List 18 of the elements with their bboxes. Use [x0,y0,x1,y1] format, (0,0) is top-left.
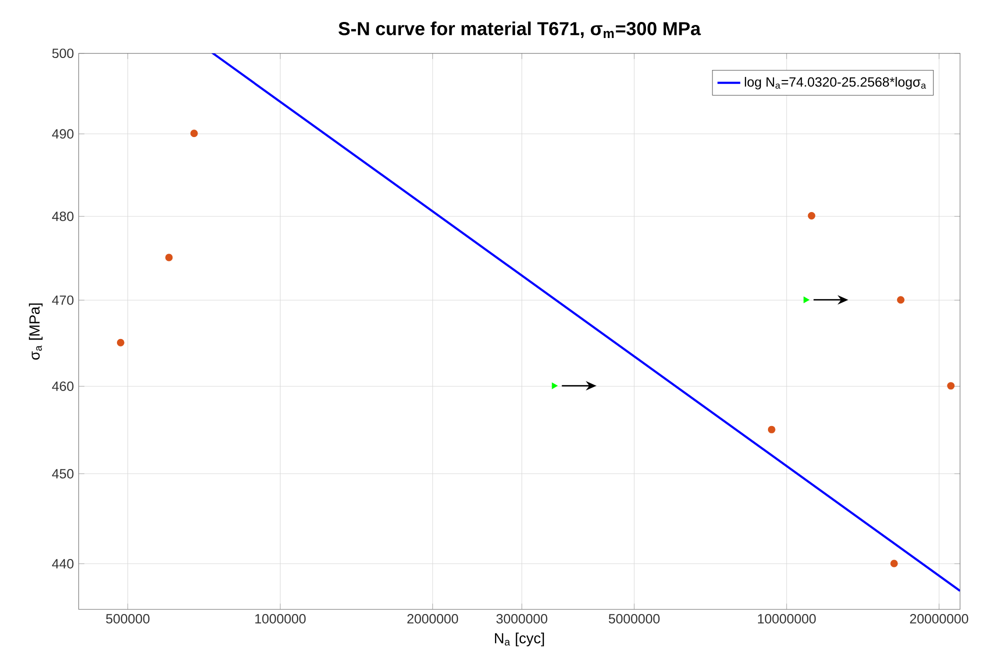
y-tick-label: 460 [52,382,74,391]
x-tick-label: 1000000 [255,614,306,624]
x-axis-title: N$_{a}$ [cyc] [494,632,544,646]
x-tick-label: 10000000 [758,614,816,624]
x-tick-label: 20000000 [910,614,968,624]
y-tick-label: 490 [52,129,74,139]
y-axis-title: σ$_{a}$ [MPa] [28,303,43,360]
chart-title: S-N curve for material T671, σ$_{m}$=300 MPa [338,22,701,38]
legend-label: log N$_{a}$=74.0320-25.2568*logσ$_{a}$ [744,76,926,90]
y-tick-label: 440 [52,559,74,568]
y-tick-label: 480 [52,212,74,222]
x-tick-label: 5000000 [608,614,660,624]
x-tick-label: 500000 [106,614,150,624]
y-tick-label: 450 [52,469,74,478]
x-tick-label: 3000000 [496,614,548,624]
y-tick-label: 470 [52,295,74,305]
y-tick-label: 500 [52,48,74,58]
x-tick-label: 2000000 [407,614,458,624]
